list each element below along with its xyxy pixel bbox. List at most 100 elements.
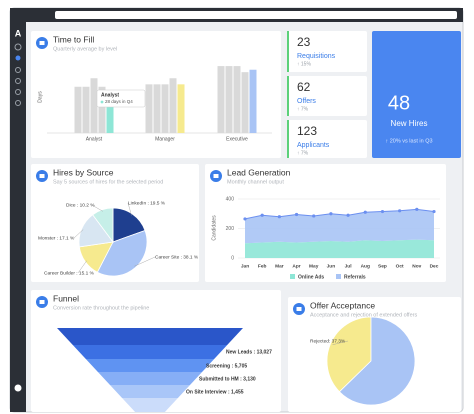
point[interactable] bbox=[415, 207, 419, 211]
point[interactable] bbox=[329, 212, 333, 216]
x-tick-label: Jan bbox=[241, 263, 249, 269]
bar[interactable] bbox=[249, 69, 257, 133]
address-bar[interactable] bbox=[55, 11, 457, 19]
y-tick-label: 400 bbox=[226, 196, 235, 202]
kpi-card[interactable] bbox=[287, 31, 367, 72]
user-avatar[interactable] bbox=[14, 384, 22, 392]
slice-label: Career Site : 38.1 % bbox=[155, 254, 199, 260]
new-hires-label: New Hires bbox=[391, 119, 428, 128]
bar[interactable] bbox=[217, 66, 225, 133]
logo: A bbox=[15, 28, 22, 38]
panel-icon-glyph bbox=[39, 300, 45, 304]
bar[interactable] bbox=[225, 66, 233, 133]
funnel-label: On Site Interview : 1,455 bbox=[186, 389, 244, 395]
x-tick-label: Analyst bbox=[86, 136, 103, 142]
kpi-accent bbox=[287, 120, 289, 158]
legend-label[interactable]: Online Ads bbox=[298, 274, 324, 280]
bar[interactable] bbox=[145, 84, 153, 133]
panel-title: Lead Generation bbox=[227, 167, 291, 177]
bar[interactable] bbox=[169, 78, 177, 133]
point[interactable] bbox=[432, 209, 436, 214]
x-tick-label: Manager bbox=[155, 136, 175, 142]
legend-label[interactable]: Referrals bbox=[344, 274, 366, 280]
kpi-change: ↑ 7% bbox=[297, 106, 309, 112]
panel-icon-glyph bbox=[39, 174, 45, 178]
point[interactable] bbox=[380, 209, 385, 214]
bar[interactable] bbox=[161, 84, 169, 133]
point[interactable] bbox=[243, 217, 247, 221]
bar[interactable] bbox=[74, 86, 82, 133]
legend-swatch bbox=[336, 274, 341, 279]
pie-slice[interactable] bbox=[96, 229, 148, 277]
kpi-card[interactable] bbox=[287, 120, 367, 158]
x-tick-label: Jul bbox=[345, 263, 352, 269]
bar[interactable] bbox=[82, 86, 90, 133]
pie-slice[interactable] bbox=[92, 207, 114, 244]
nav-icon[interactable] bbox=[14, 43, 22, 51]
leader-line bbox=[77, 260, 87, 274]
panel-subtitle: Quarterly average by level bbox=[53, 46, 117, 52]
x-tick-label: Jun bbox=[327, 263, 336, 269]
nav-icon[interactable] bbox=[15, 78, 21, 84]
panel-title: Time to Fill bbox=[53, 34, 94, 44]
pie-slice[interactable] bbox=[326, 316, 372, 393]
bar[interactable] bbox=[153, 84, 161, 133]
tooltip bbox=[96, 89, 146, 108]
point[interactable] bbox=[398, 209, 402, 213]
x-tick-label: Mar bbox=[275, 263, 284, 269]
y-axis-label: Days bbox=[37, 91, 43, 103]
point[interactable] bbox=[346, 213, 350, 217]
slice-label: Dice : 10.2 % bbox=[66, 202, 95, 208]
funnel-band bbox=[85, 359, 215, 372]
x-tick-label: Aug bbox=[361, 263, 370, 269]
tooltip-title: Analyst bbox=[101, 92, 119, 98]
kpi-label: Requisitions bbox=[297, 53, 336, 60]
bar[interactable] bbox=[106, 98, 114, 133]
bar[interactable] bbox=[233, 66, 241, 133]
funnel-band bbox=[122, 398, 178, 412]
funnel-band bbox=[57, 328, 243, 345]
area bbox=[245, 239, 434, 258]
x-tick-label: May bbox=[309, 263, 319, 269]
pie-slice[interactable] bbox=[338, 316, 416, 406]
point[interactable] bbox=[294, 212, 299, 217]
nav-icon[interactable] bbox=[15, 55, 21, 61]
point[interactable] bbox=[312, 214, 316, 218]
kpi-accent bbox=[287, 76, 289, 116]
x-tick-label: Nov bbox=[412, 263, 421, 269]
slice-label: Monster : 17.1 % bbox=[38, 235, 75, 241]
funnel-label: New Leads : 13,027 bbox=[226, 349, 272, 355]
nav-icon[interactable] bbox=[15, 100, 21, 106]
point[interactable] bbox=[363, 210, 367, 214]
panel-icon-glyph bbox=[213, 174, 219, 178]
panel-subtitle: Conversion rate throughout the pipeline bbox=[53, 305, 149, 311]
bar[interactable] bbox=[90, 78, 98, 133]
tooltip-text: 28 days in Q4 bbox=[105, 99, 133, 104]
x-tick-label: Dec bbox=[430, 263, 439, 269]
nav-icon[interactable] bbox=[15, 67, 21, 73]
slice-label: LinkedIn : 19.5 % bbox=[128, 200, 166, 206]
leader-line bbox=[73, 229, 84, 239]
panel-subtitle: Say 5 sources of hires for the selected … bbox=[53, 179, 163, 185]
funnel-label: Screening : 5,705 bbox=[206, 363, 247, 369]
panel-title: Funnel bbox=[53, 293, 79, 303]
x-tick-label: Feb bbox=[258, 263, 267, 269]
nav-icon[interactable] bbox=[15, 89, 21, 95]
funnel-band bbox=[110, 385, 190, 398]
x-tick-label: Oct bbox=[396, 263, 404, 269]
new-hires-card[interactable] bbox=[372, 31, 461, 158]
point[interactable] bbox=[260, 213, 264, 217]
bar[interactable] bbox=[241, 72, 249, 133]
kpi-card[interactable] bbox=[287, 76, 367, 116]
kpi-value: 123 bbox=[297, 124, 317, 138]
kpi-value: 62 bbox=[297, 80, 311, 94]
funnel-band bbox=[97, 372, 203, 385]
leader-line bbox=[134, 256, 156, 267]
x-tick-label: Executive bbox=[226, 136, 248, 142]
point[interactable] bbox=[277, 215, 281, 219]
pie-slice[interactable] bbox=[112, 207, 146, 243]
bar[interactable] bbox=[177, 84, 185, 133]
bar[interactable] bbox=[98, 86, 106, 133]
line bbox=[244, 208, 435, 220]
